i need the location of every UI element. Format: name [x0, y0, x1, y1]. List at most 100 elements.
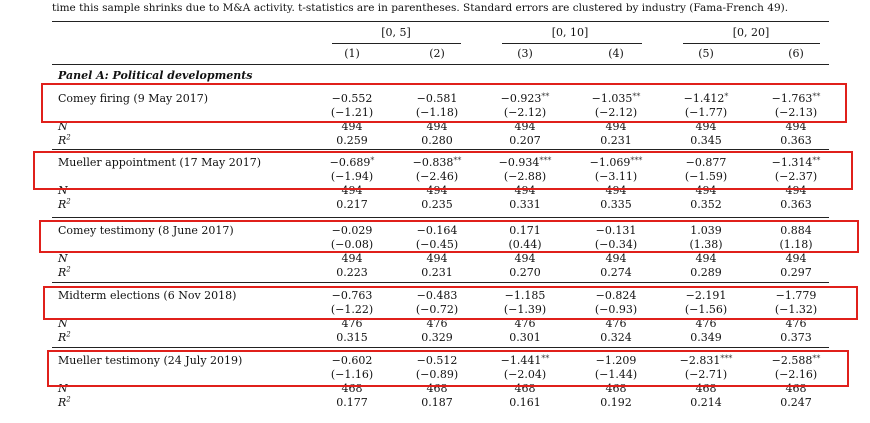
r-squared-cell: 0.192: [600, 396, 632, 409]
observations-cell: 494: [514, 120, 536, 133]
coefficient-cell: −1.441**: [483, 354, 567, 368]
r-squared-cell: 0.329: [421, 331, 453, 344]
r-squared-cell: 0.259: [336, 134, 368, 147]
coefficient-value: −1.779: [775, 289, 817, 302]
r-squared-cell: 0.214: [690, 396, 722, 409]
coefficient-value: −0.689: [329, 156, 371, 169]
window-header-2: [0, 10]: [551, 26, 589, 39]
coefficient-value: 1.039: [690, 224, 722, 237]
r-squared-cell: 0.335: [600, 198, 632, 211]
observations-cell: 494: [605, 252, 627, 265]
significance-stars: ***: [539, 156, 552, 165]
column-header-1: (1): [344, 47, 360, 60]
window-header-3: [0, 20]: [732, 26, 770, 39]
t-statistic-cell: (−1.59): [684, 170, 728, 183]
t-statistic-cell: (−1.56): [684, 303, 728, 316]
observations-cell: 494: [341, 184, 363, 197]
r-squared-cell: 0.217: [336, 198, 368, 211]
t-statistic-cell: (−0.45): [415, 238, 459, 251]
observations-cell: 494: [514, 252, 536, 265]
n-label: N: [58, 317, 68, 330]
r-squared-cell: 0.247: [780, 396, 812, 409]
r-squared-cell: 0.223: [336, 266, 368, 279]
t-statistic-cell: (1.18): [779, 238, 813, 251]
coefficient-value: 0.171: [509, 224, 541, 237]
r-squared-cell: 0.235: [421, 198, 453, 211]
r-squared-label-superscript: 2: [66, 133, 71, 142]
t-statistic-cell: (−1.16): [330, 368, 374, 381]
r-squared-label: R2: [58, 330, 71, 344]
observations-cell: 494: [605, 184, 627, 197]
event-label: Comey firing (9 May 2017): [58, 92, 209, 105]
n-label: N: [58, 120, 68, 133]
observations-cell: 476: [785, 317, 807, 330]
r-squared-label-superscript: 2: [66, 197, 71, 206]
coefficient-cell: −0.131: [574, 225, 658, 238]
significance-stars: *: [370, 156, 375, 165]
t-statistic-cell: (0.44): [508, 238, 542, 251]
r-squared-cell: 0.270: [509, 266, 541, 279]
observations-cell: 494: [785, 120, 807, 133]
t-statistic-cell: (−1.39): [503, 303, 547, 316]
coefficient-value: −0.923: [500, 92, 542, 105]
coefficient-cell: −1.185: [483, 290, 567, 303]
coefficient-cell: −0.164: [395, 225, 479, 238]
t-statistic-cell: (−0.34): [594, 238, 638, 251]
coefficient-value: −0.838: [412, 156, 454, 169]
t-statistic-cell: (1.38): [689, 238, 723, 251]
r-squared-cell: 0.373: [780, 331, 812, 344]
highlight-box: [39, 220, 859, 253]
r-squared-cell: 0.345: [690, 134, 722, 147]
r-squared-cell: 0.289: [690, 266, 722, 279]
r-squared-label: R2: [58, 266, 71, 279]
r-squared-cell: 0.231: [421, 266, 453, 279]
coefficient-cell: −0.824: [574, 290, 658, 303]
coefficient-cell: −1.069***: [574, 156, 658, 170]
coefficient-cell: −2.831***: [664, 354, 748, 368]
header-rule: [52, 64, 829, 65]
observations-cell: 476: [514, 317, 536, 330]
coefficient-cell: −2.588**: [754, 354, 838, 368]
coefficient-value: −0.581: [416, 92, 458, 105]
significance-stars: *: [724, 92, 729, 101]
r-squared-label-text: R: [58, 134, 67, 147]
coefficient-cell: −2.191: [664, 290, 748, 303]
r-squared-cell: 0.331: [509, 198, 541, 211]
observations-cell: 494: [785, 184, 807, 197]
r-squared-cell: 0.324: [600, 331, 632, 344]
coefficient-cell: −1.209: [574, 355, 658, 368]
t-statistic-cell: (−2.88): [503, 170, 547, 183]
column-header-2: (2): [429, 47, 445, 60]
coefficient-cell: −0.763: [310, 290, 394, 303]
coefficient-value: −2.831: [679, 354, 721, 367]
r-squared-label: R2: [58, 396, 71, 409]
r-squared-cell: 0.231: [600, 134, 632, 147]
window-header-1: [0, 5]: [381, 26, 411, 39]
t-statistic-cell: (−2.12): [594, 106, 638, 119]
significance-stars: **: [812, 354, 821, 363]
coefficient-cell: −1.779: [754, 290, 838, 303]
observations-cell: 494: [695, 252, 717, 265]
column-header-6: (6): [788, 47, 804, 60]
observations-cell: 494: [426, 252, 448, 265]
r-squared-label-superscript: 2: [66, 330, 71, 339]
coefficient-value: −1.185: [504, 289, 546, 302]
coefficient-cell: −0.512: [395, 355, 479, 368]
caption-text: time this sample shrinks due to M&A acti…: [52, 2, 789, 14]
table-caption: time this sample shrinks due to M&A acti…: [52, 2, 842, 15]
coefficient-value: −0.131: [595, 224, 637, 237]
observations-cell: 494: [341, 120, 363, 133]
observations-cell: 476: [341, 317, 363, 330]
t-statistic-cell: (−2.46): [415, 170, 459, 183]
window-underline-1: [332, 43, 461, 44]
t-statistic-cell: (−2.13): [774, 106, 818, 119]
r-squared-label-text: R: [58, 266, 67, 279]
r-squared-label-text: R: [58, 331, 67, 344]
column-header-5: (5): [698, 47, 714, 60]
observations-cell: 494: [514, 184, 536, 197]
observations-cell: 476: [605, 317, 627, 330]
t-statistic-cell: (−2.71): [684, 368, 728, 381]
coefficient-value: −0.602: [331, 354, 373, 367]
coefficient-cell: 0.171: [483, 225, 567, 238]
coefficient-cell: 1.039: [664, 225, 748, 238]
